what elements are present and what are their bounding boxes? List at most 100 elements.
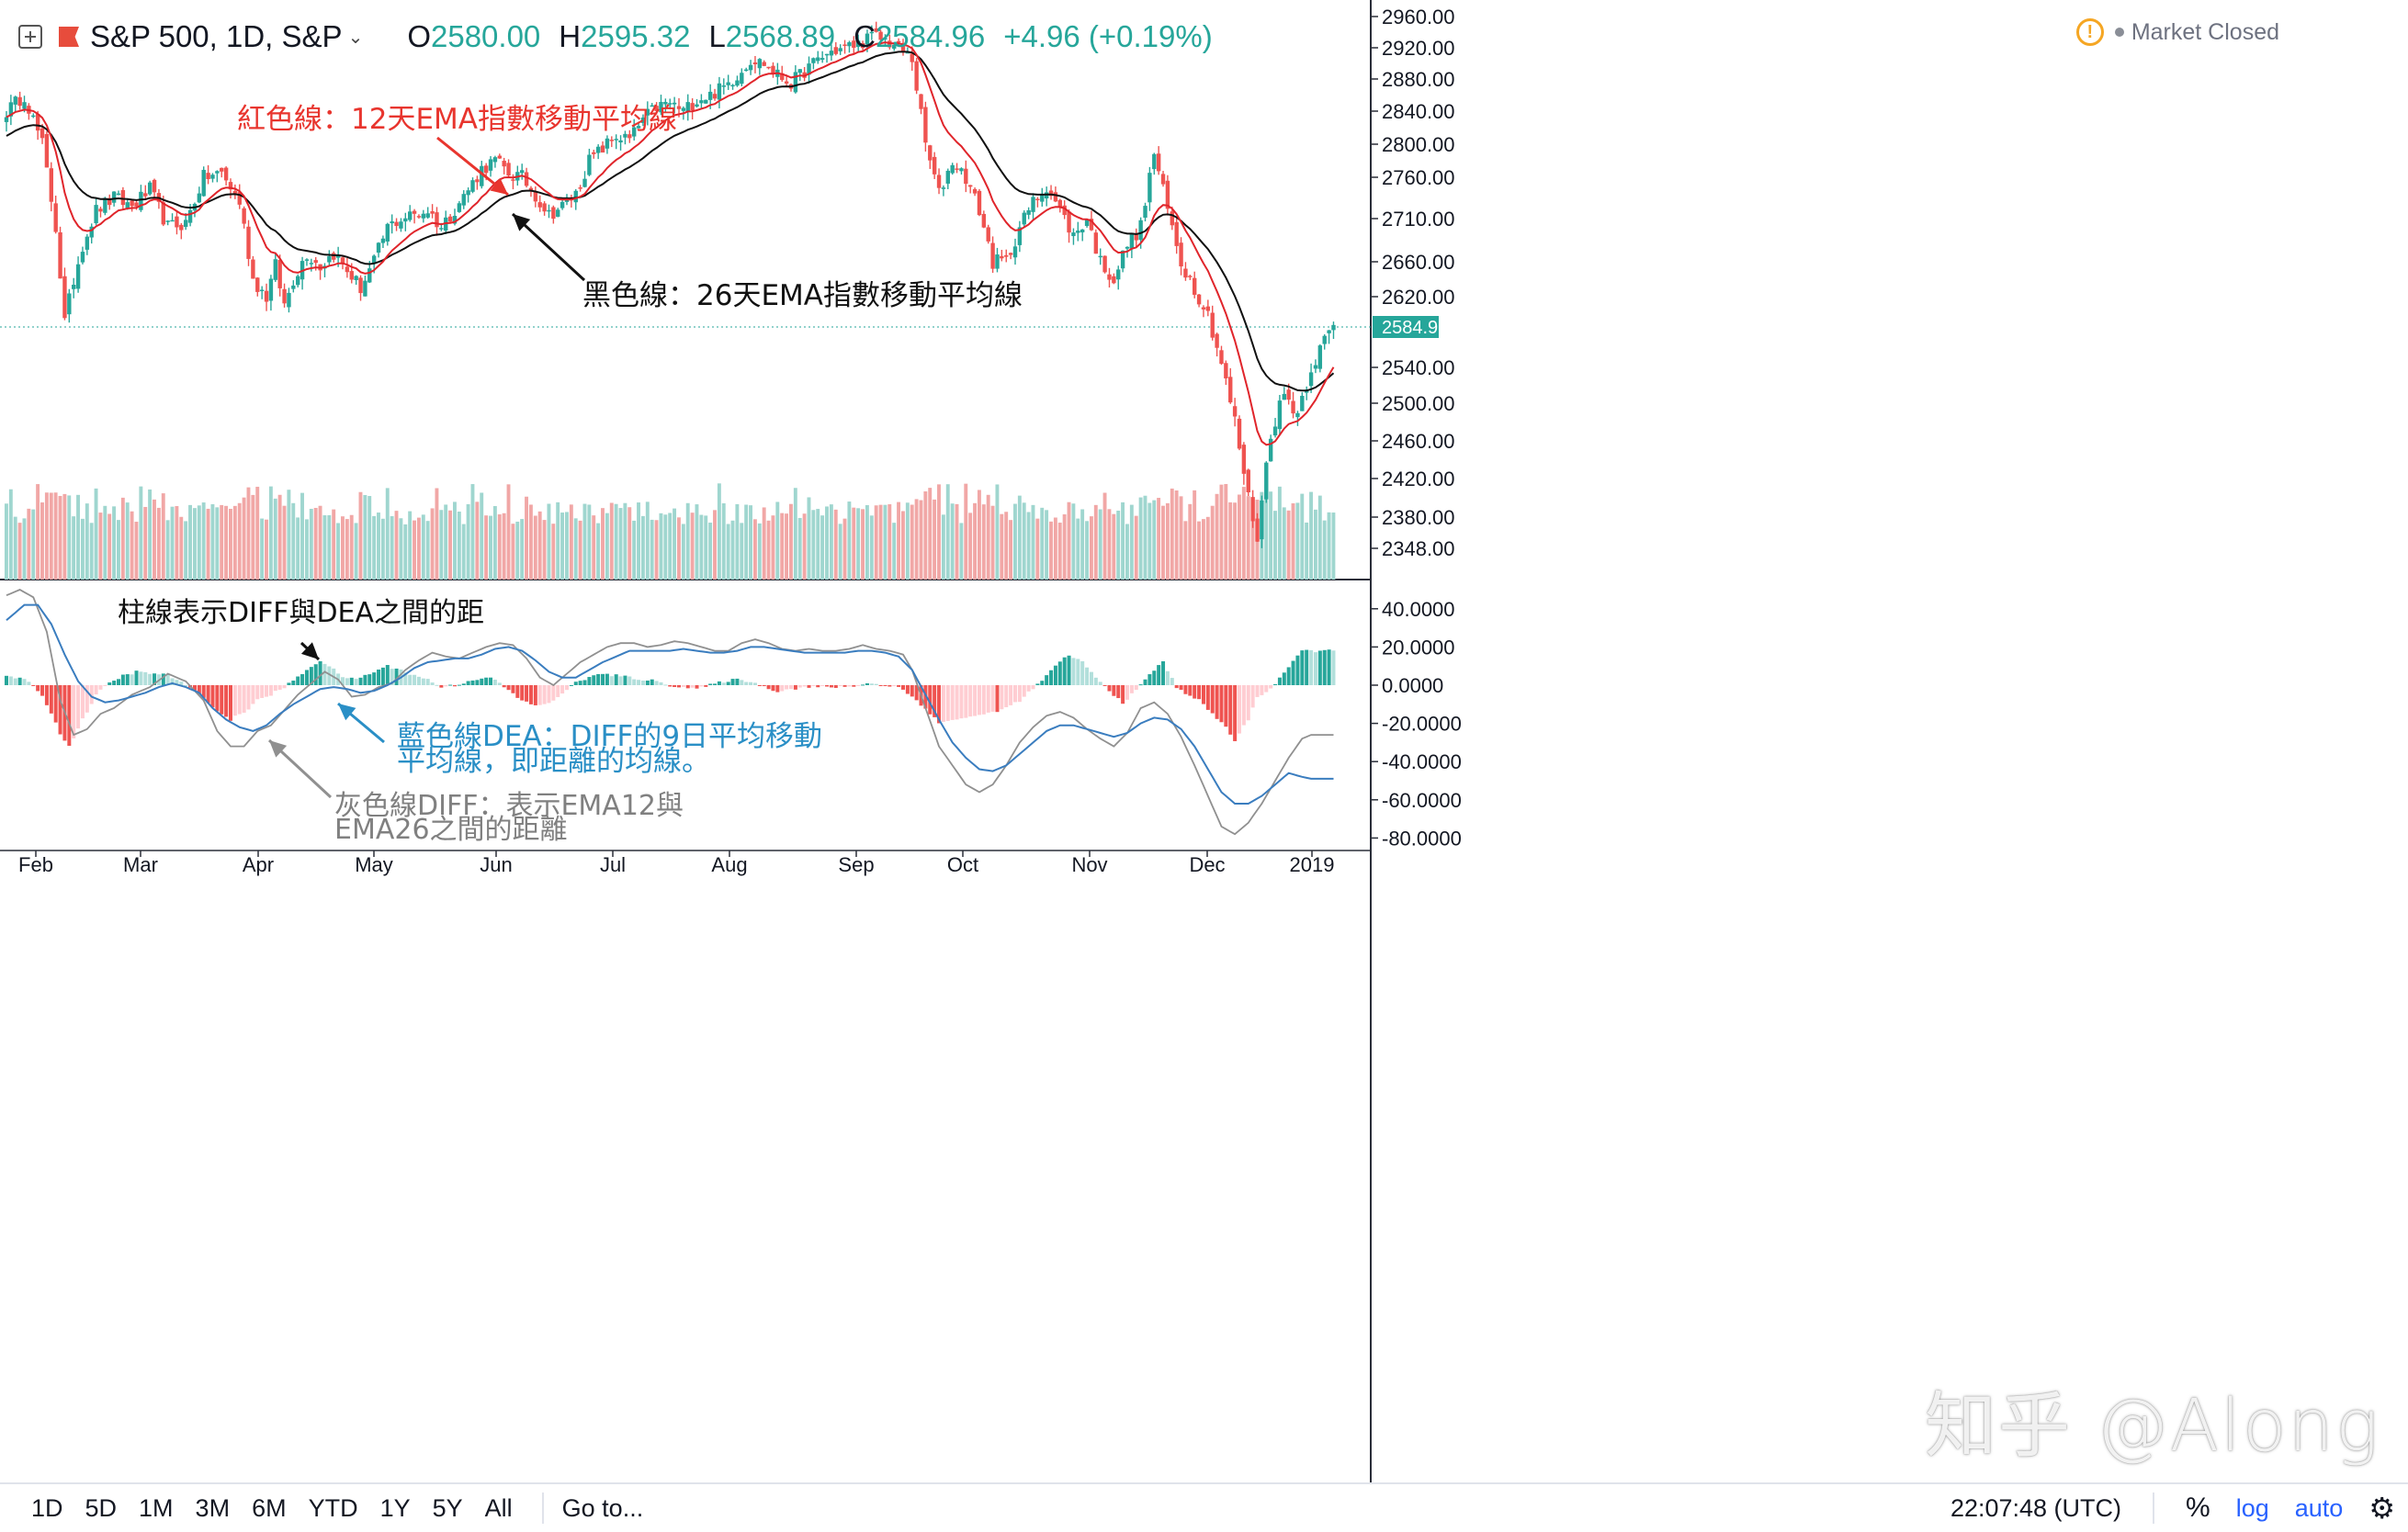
annotation-text: 紅色線：12天EMA指數移動平均線: [237, 103, 677, 136]
volume-bar: [1242, 487, 1246, 580]
add-symbol-icon[interactable]: [18, 25, 42, 49]
candle: [1286, 389, 1290, 400]
macd-bar: [677, 685, 681, 687]
volume-bar: [112, 506, 116, 580]
volume-bar: [955, 504, 959, 580]
range-5d-button[interactable]: 5D: [74, 1494, 129, 1523]
candle: [220, 168, 223, 172]
volume-bar: [1318, 496, 1322, 580]
macd-bar: [879, 685, 883, 686]
range-3m-button[interactable]: 3M: [185, 1494, 242, 1523]
candle: [148, 183, 152, 195]
macd-bar: [1202, 685, 1205, 704]
candle: [314, 260, 318, 263]
macd-bar: [489, 678, 492, 685]
candle: [1067, 211, 1070, 232]
candle: [582, 179, 586, 187]
volume-bar: [157, 508, 161, 580]
volume-bar: [623, 503, 627, 580]
volume-bar: [785, 513, 788, 580]
volume-bar: [856, 508, 860, 580]
macd-bar: [408, 675, 412, 685]
macd-bar: [982, 685, 986, 715]
volume-bar: [1224, 484, 1227, 580]
volume-bar: [587, 504, 591, 580]
volume-bar: [946, 484, 950, 580]
volume-bar: [1147, 503, 1151, 580]
candle: [1080, 230, 1084, 232]
volume-bar: [1292, 503, 1295, 580]
log-toggle[interactable]: log: [2223, 1494, 2282, 1523]
candle: [430, 211, 434, 214]
range-all-button[interactable]: All: [474, 1494, 524, 1523]
macd-bar: [247, 685, 251, 709]
volume-bar: [906, 502, 910, 580]
volume-bar: [1076, 519, 1080, 580]
volume-bar: [431, 508, 435, 580]
range-1m-button[interactable]: 1M: [128, 1494, 185, 1523]
macd-bar: [507, 685, 511, 690]
gear-icon[interactable]: ⚙: [2356, 1491, 2408, 1526]
volume-bar: [767, 521, 771, 580]
volume-bar: [1090, 516, 1093, 580]
macd-bar: [453, 685, 457, 686]
macd-bar: [1076, 659, 1080, 685]
warning-icon[interactable]: !: [2076, 18, 2104, 46]
volume-bar: [403, 524, 407, 580]
candle: [1170, 211, 1174, 225]
candle: [408, 211, 412, 220]
range-1y-button[interactable]: 1Y: [369, 1494, 422, 1523]
volume-bar: [520, 519, 524, 580]
macd-bar: [623, 676, 627, 685]
range-6m-button[interactable]: 6M: [241, 1494, 298, 1523]
volume-bar: [269, 487, 273, 580]
volume-bar: [1314, 510, 1317, 580]
flag-icon[interactable]: [59, 27, 79, 47]
volume-bar: [789, 504, 793, 580]
clock-label[interactable]: 22:07:48 (UTC): [1938, 1494, 2134, 1523]
watermark: 知乎 @Along: [1925, 1369, 2380, 1471]
volume-bar: [887, 504, 891, 580]
candle: [1009, 253, 1012, 254]
macd-bar: [1224, 685, 1227, 727]
volume-bar: [1300, 494, 1304, 580]
symbol-label[interactable]: S&P 500, 1D, S&P: [90, 19, 343, 54]
candle: [1099, 256, 1102, 258]
time-tick-label: Sep: [838, 853, 874, 876]
macd-bar: [515, 685, 519, 698]
macd-bar: [224, 685, 228, 716]
candle: [771, 66, 774, 73]
macd-bar: [1139, 684, 1143, 685]
volume-bar: [794, 488, 797, 580]
chevron-down-icon[interactable]: ⌄: [348, 26, 364, 49]
candle: [117, 194, 120, 196]
macd-bar: [785, 685, 788, 690]
volume-bar: [820, 515, 824, 580]
candle: [704, 100, 707, 104]
macd-bar: [243, 685, 246, 713]
candle: [525, 172, 528, 186]
volume-bar: [1018, 496, 1022, 580]
goto-button[interactable]: Go to...: [562, 1494, 644, 1523]
range-ytd-button[interactable]: YTD: [298, 1494, 369, 1523]
range-5y-button[interactable]: 5Y: [422, 1494, 474, 1523]
range-1d-button[interactable]: 1D: [20, 1494, 74, 1523]
macd-bar: [1054, 666, 1057, 685]
auto-toggle[interactable]: auto: [2282, 1494, 2357, 1523]
candle: [399, 221, 402, 229]
volume-bar: [345, 519, 349, 580]
candle: [686, 102, 690, 112]
macd-bar: [1295, 656, 1299, 685]
volume-bar: [238, 503, 242, 580]
macd-bar: [1085, 668, 1089, 685]
volume-bar: [825, 506, 829, 580]
percent-toggle[interactable]: %: [2173, 1493, 2223, 1524]
candle: [1071, 232, 1075, 236]
volume-bar: [830, 504, 833, 580]
candle: [76, 265, 80, 289]
volume-bar: [1202, 519, 1205, 580]
volume-bar: [251, 495, 254, 580]
volume-bar: [350, 515, 354, 580]
macd-bar: [480, 679, 483, 685]
candle: [5, 118, 8, 122]
